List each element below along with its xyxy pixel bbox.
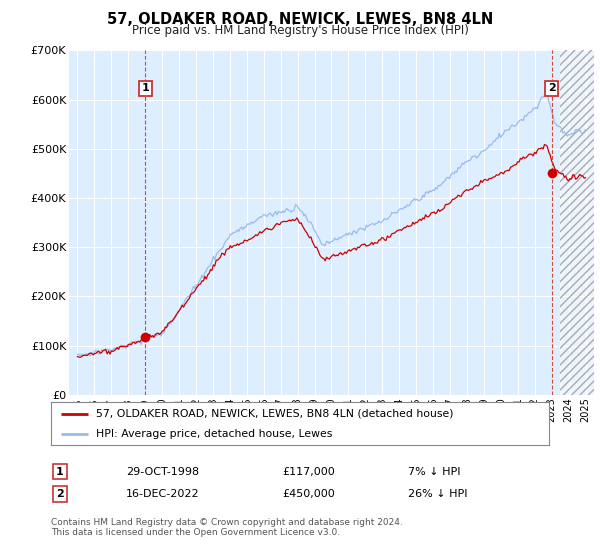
Text: HPI: Average price, detached house, Lewes: HPI: Average price, detached house, Lewe…	[96, 430, 332, 439]
Text: 29-OCT-1998: 29-OCT-1998	[126, 466, 199, 477]
Text: 2: 2	[548, 83, 556, 94]
Text: Contains HM Land Registry data © Crown copyright and database right 2024.
This d: Contains HM Land Registry data © Crown c…	[51, 518, 403, 538]
Text: 57, OLDAKER ROAD, NEWICK, LEWES, BN8 4LN (detached house): 57, OLDAKER ROAD, NEWICK, LEWES, BN8 4LN…	[96, 409, 454, 419]
Text: 1: 1	[56, 466, 64, 477]
Text: 16-DEC-2022: 16-DEC-2022	[126, 489, 200, 499]
Text: 1: 1	[142, 83, 149, 94]
Text: 2: 2	[56, 489, 64, 499]
Text: 57, OLDAKER ROAD, NEWICK, LEWES, BN8 4LN: 57, OLDAKER ROAD, NEWICK, LEWES, BN8 4LN	[107, 12, 493, 27]
Text: Price paid vs. HM Land Registry's House Price Index (HPI): Price paid vs. HM Land Registry's House …	[131, 24, 469, 36]
Text: £117,000: £117,000	[282, 466, 335, 477]
Text: 26% ↓ HPI: 26% ↓ HPI	[408, 489, 467, 499]
Text: 7% ↓ HPI: 7% ↓ HPI	[408, 466, 461, 477]
Bar	[560, 1, 594, 395]
Text: £450,000: £450,000	[282, 489, 335, 499]
